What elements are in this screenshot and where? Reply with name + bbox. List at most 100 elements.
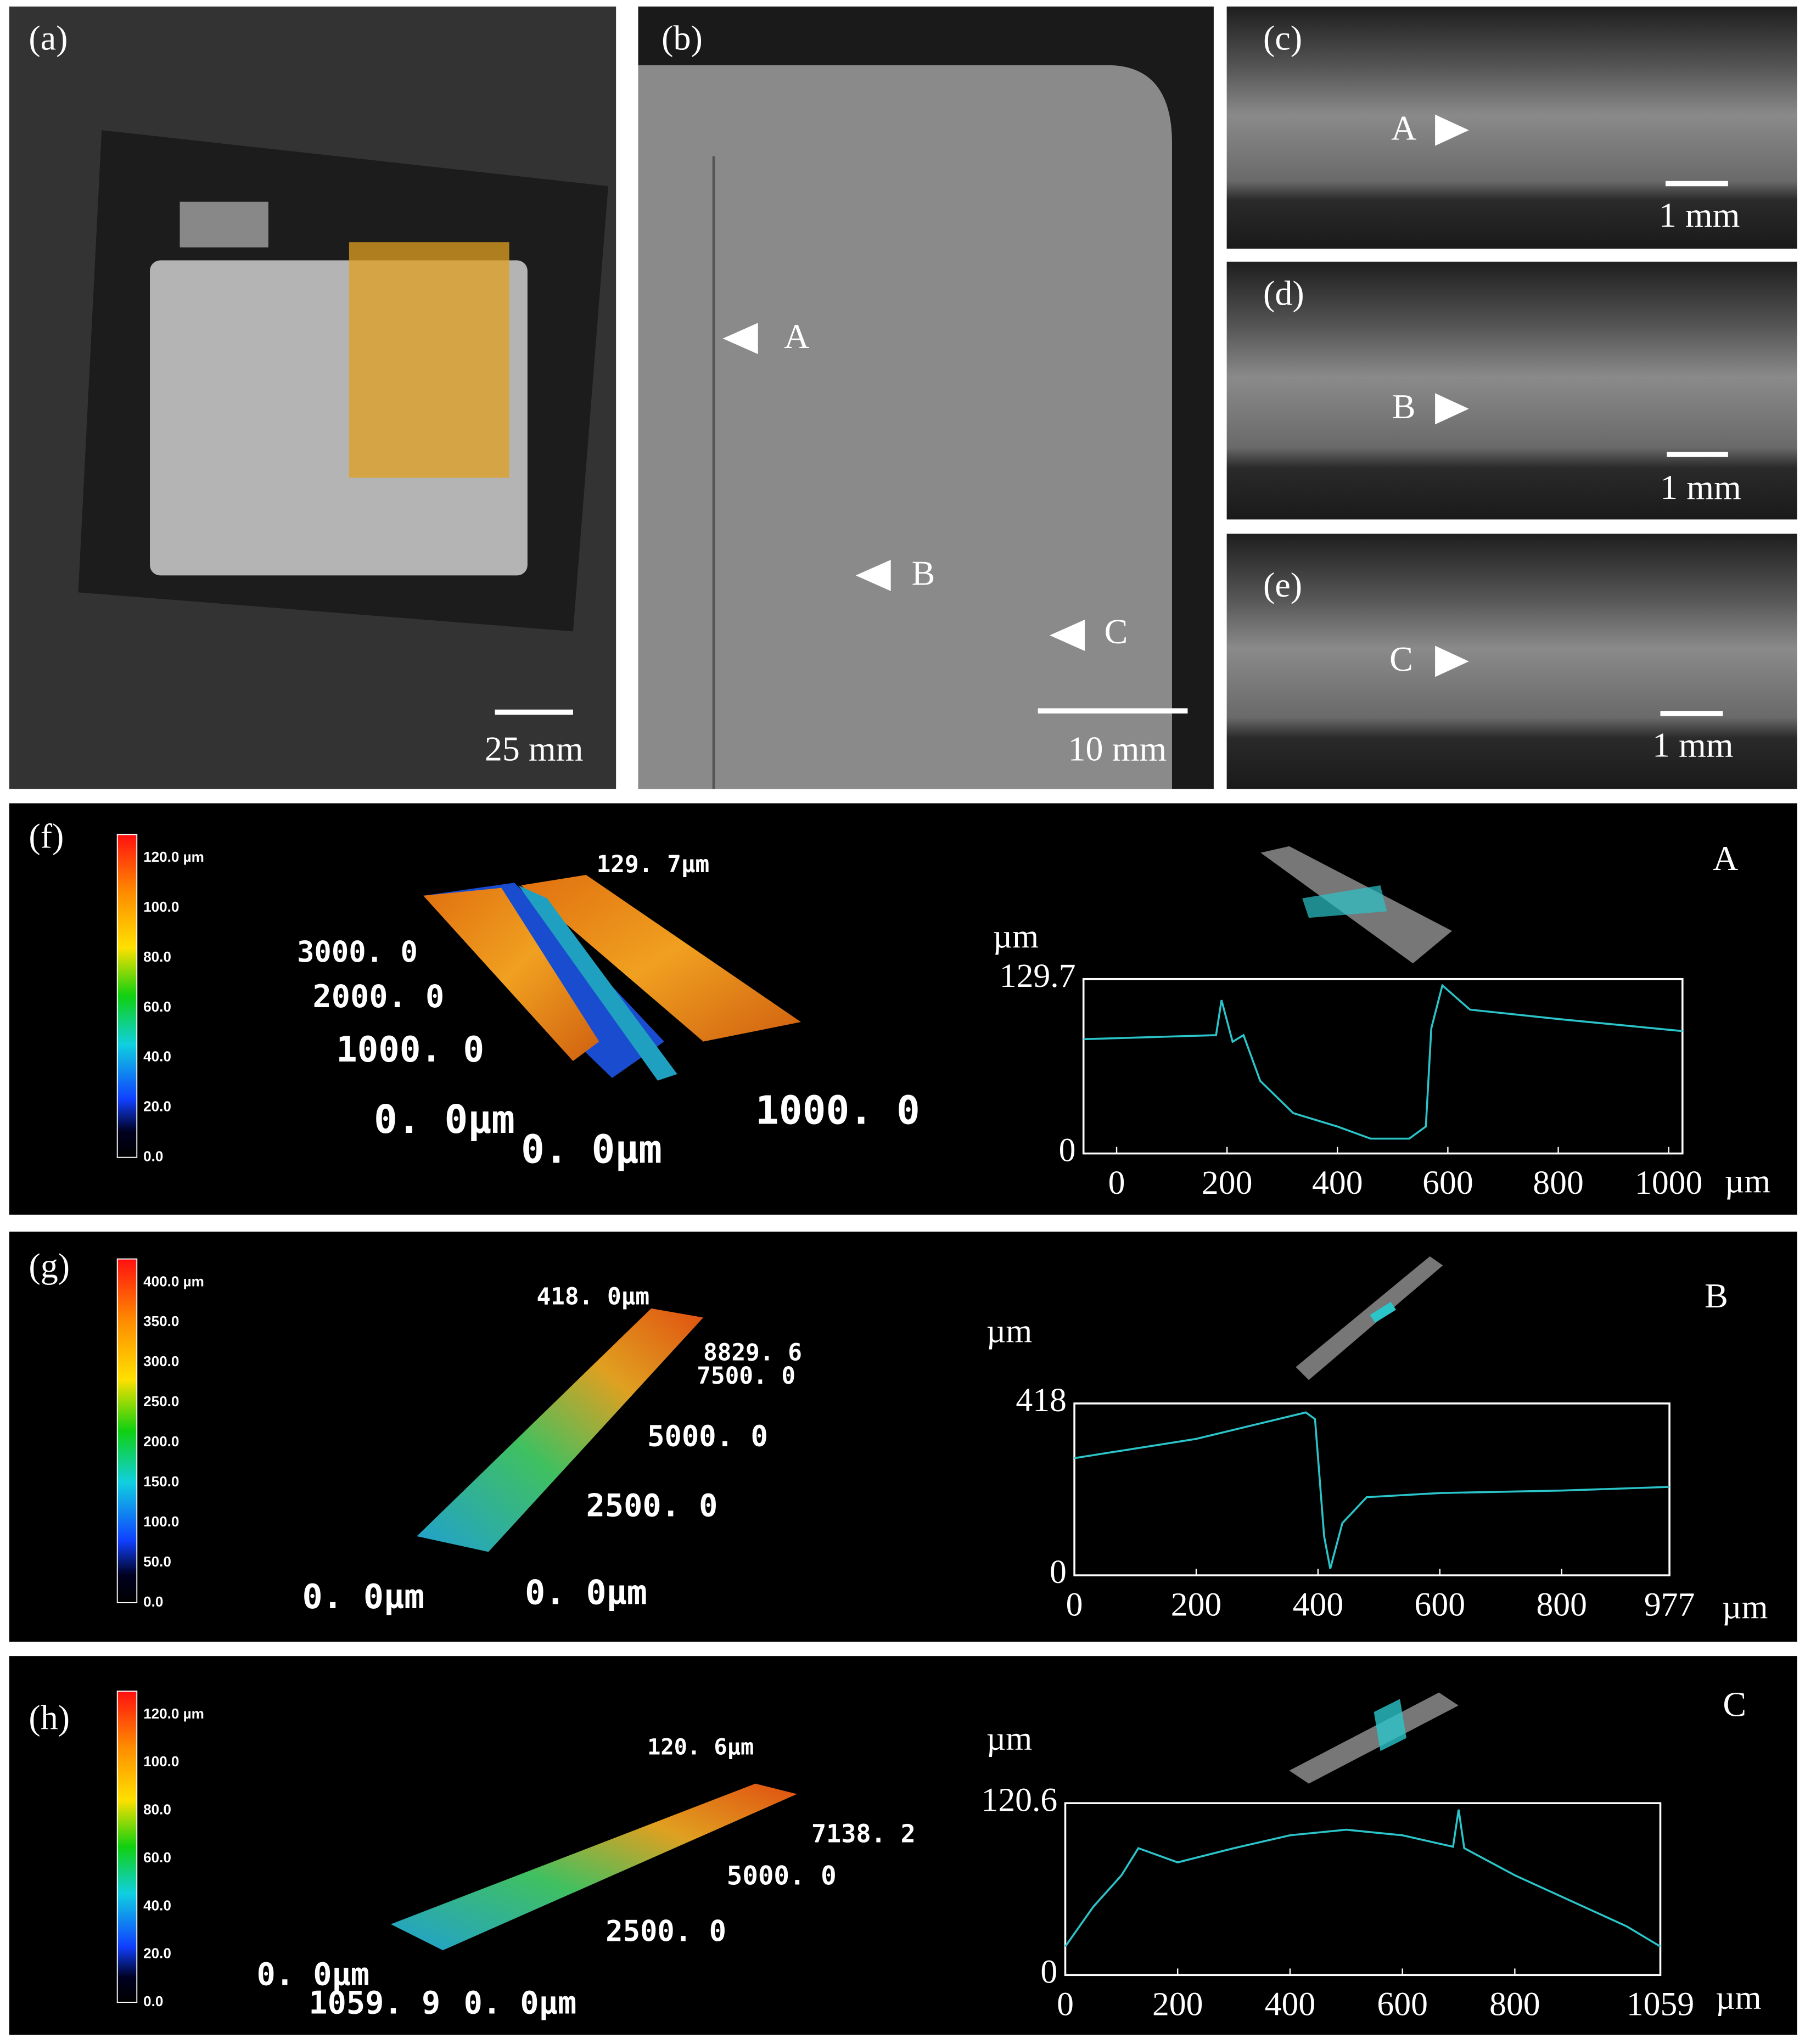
y-axis-label: µm (986, 1312, 1032, 1350)
marker-label: B (1392, 387, 1416, 426)
x-tick-label: 0 (1057, 1986, 1074, 2023)
colorbar-label: 350.0 (143, 1313, 179, 1329)
surface-axis-label: 1000. 0 (336, 1030, 484, 1070)
y-tick-label: 120.6 (982, 1781, 1058, 1818)
marker-label: C (1389, 639, 1413, 678)
surface-axis-label: 0. 0µm (521, 1127, 662, 1172)
panel-d: (d) B 1 mm (1226, 261, 1797, 520)
surface-axis-label: 0. 0µm (374, 1097, 515, 1142)
y-tick-label: 0 (1059, 1132, 1076, 1169)
panel-label: (g) (29, 1246, 70, 1285)
site-label: C (1723, 1685, 1746, 1724)
x-tick-label: 400 (1293, 1586, 1343, 1624)
surface-axis-label: 1000. 0 (755, 1088, 920, 1133)
scale-label: 1 mm (1660, 468, 1741, 507)
surface-axis-label: 0. 0µm (464, 1985, 577, 2021)
surface-axis-label: 8829. 6 (703, 1339, 802, 1366)
colorbar-label: 250.0 (143, 1393, 179, 1410)
profile-line (1074, 1411, 1670, 1569)
profile-line (1064, 1809, 1661, 1947)
scale-label: 1 mm (1659, 195, 1740, 234)
x-tick-label: 600 (1422, 1164, 1473, 1201)
x-tick-label: 600 (1377, 1986, 1427, 2023)
x-tick-label: 0 (1108, 1164, 1125, 1201)
panel-label: (a) (29, 19, 68, 58)
x-tick-label: 800 (1536, 1586, 1587, 1624)
site-label: A (1713, 839, 1738, 878)
colorbar-label: 100.0 (143, 899, 179, 915)
profile-panels: (f) A 120.0 µm 100.0 80.0 60.0 40.0 20.0 0.0 129.… (29, 817, 1746, 2021)
panel-f (9, 803, 1797, 1215)
colorbar (116, 834, 138, 1158)
surface-axis-label: 5000. 0 (647, 1420, 768, 1453)
plot-frame (1073, 1402, 1671, 1576)
surface-axis-label: 120. 6µm (647, 1734, 754, 1760)
y-axis-label: µm (986, 1720, 1032, 1757)
colorbar-label: 400.0 µm (143, 1273, 204, 1289)
site-label: B (1705, 1276, 1728, 1315)
y-tick-label: 0 (1050, 1553, 1067, 1591)
colorbar-label: 60.0 (143, 998, 171, 1015)
surface-axis-label: 7138. 2 (811, 1819, 916, 1848)
x-tick-label: 200 (1171, 1586, 1221, 1624)
colorbar (116, 1691, 138, 2003)
x-axis-label: µm (1722, 1588, 1768, 1626)
colorbar-label: 80.0 (143, 948, 171, 965)
profile-line (1083, 984, 1683, 1140)
colorbar-label: 0.0 (143, 1593, 163, 1610)
surface-axis-label: 129. 7µm (597, 851, 710, 878)
panel-b: (b) A B C 10 mm (638, 6, 1214, 789)
surface-3d (390, 846, 1459, 1951)
surface-axis-label: 2500. 0 (606, 1915, 726, 1948)
panel-label: (c) (1263, 19, 1302, 58)
x-axis-label: µm (1716, 1979, 1761, 2017)
surface-axis-label: 3000. 0 (297, 936, 418, 969)
panel-g (9, 1231, 1797, 1642)
colorbar-label: 100.0 (143, 1513, 179, 1530)
panel-label: (d) (1263, 274, 1304, 313)
x-tick-label: 200 (1152, 1986, 1203, 2023)
surface-axis-label: 418. 0µm (536, 1283, 649, 1310)
scale-label: 25 mm (485, 729, 584, 768)
x-tick-label: 600 (1415, 1586, 1465, 1624)
y-tick-label: 0 (1040, 1953, 1057, 1990)
surface-axis-label: 0. 0µm (525, 1573, 647, 1613)
x-tick-label: 400 (1265, 1986, 1315, 2023)
panel-c: (c) A 1 mm (1226, 6, 1797, 249)
colorbar-label: 50.0 (143, 1553, 171, 1570)
x-tick-label: 800 (1489, 1986, 1540, 2023)
colorbar-label: 120.0 µm (143, 1705, 204, 1722)
surface-axis-label: 7500. 0 (697, 1362, 795, 1390)
marker-label: A (1391, 108, 1416, 147)
x-tick-label: 1059 (1627, 1986, 1694, 2023)
y-axis-label: µm (993, 918, 1039, 956)
colorbar-label: 120.0 µm (143, 849, 204, 865)
colorbar-label: 80.0 (143, 1801, 171, 1818)
colorbar-label: 20.0 (143, 1098, 171, 1115)
colorbar-label: 40.0 (143, 1897, 171, 1913)
surface-axis-label: 2000. 0 (312, 979, 444, 1015)
scale-label: 10 mm (1068, 729, 1167, 768)
marker-label: C (1105, 612, 1128, 651)
panel-h (9, 1656, 1797, 2035)
plot-frame (1082, 978, 1684, 1155)
colorbar-label: 0.0 (143, 1148, 163, 1165)
x-tick-label: 1000 (1635, 1164, 1702, 1201)
surface-axis-label: 2500. 0 (586, 1487, 718, 1524)
y-tick-label: 418 (1016, 1382, 1066, 1419)
x-tick-label: 977 (1644, 1586, 1695, 1624)
surface-axis-label: 5000. 0 (727, 1861, 837, 1891)
panel-e: (e) C 1 mm (1226, 534, 1797, 789)
x-tick-label: 800 (1533, 1164, 1583, 1201)
x-axis-label: µm (1725, 1163, 1770, 1200)
panel-label: (b) (662, 19, 703, 58)
x-tick-label: 200 (1202, 1164, 1252, 1201)
x-tick-label: 400 (1312, 1164, 1363, 1201)
marker-label: B (912, 553, 935, 592)
marker-label: A (784, 317, 809, 356)
panel-label: (f) (29, 817, 64, 856)
colorbar-label: 60.0 (143, 1849, 171, 1866)
panel-label: (h) (29, 1698, 70, 1737)
colorbar-label: 150.0 (143, 1473, 179, 1490)
